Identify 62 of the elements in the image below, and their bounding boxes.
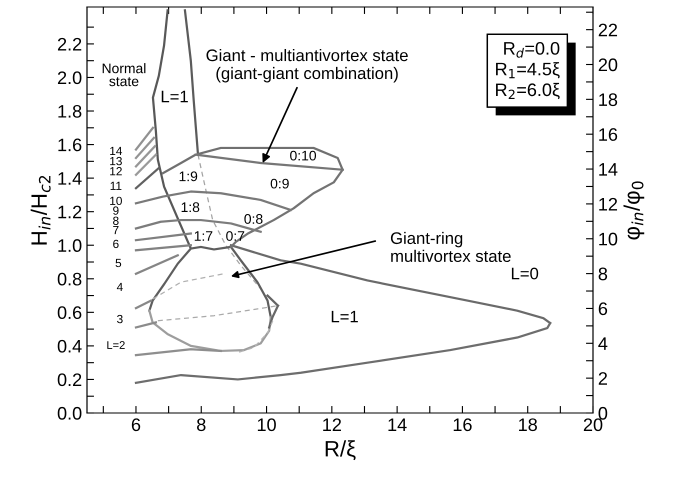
text: R$_{d}$=0.0 R$_{1}$=4.5ξ R$_{2}$=6.0ξ: [496, 42, 560, 100]
annotation: 1:7: [194, 231, 212, 241]
annotation: 1:9: [180, 171, 198, 182]
y-tick-label: 2.0: [58, 71, 82, 84]
annotation: 10: [110, 196, 122, 206]
annotation: Giant - multiantivortex state (giant-giant combination): [206, 48, 408, 82]
annotation: 7: [113, 226, 119, 234]
annotation: 6: [113, 240, 119, 248]
annotation: 1:8: [182, 202, 200, 212]
y2-tick-label: 0: [598, 406, 608, 420]
y-tick-label: 2.2: [58, 38, 82, 50]
annotation: 0:9: [270, 178, 289, 189]
annotation: 4: [116, 282, 123, 292]
y2-tick-label: 12: [599, 198, 618, 210]
x-tick-label: 16: [454, 418, 472, 432]
y-tick-label: 0.8: [58, 272, 82, 286]
y-axis-title: H$_{in}$/H$_{c2}$: [30, 176, 51, 245]
annotation: 9: [113, 206, 119, 215]
y-tick-label: 0.4: [58, 340, 82, 353]
annotation: Giant-ring multivortex state: [390, 232, 511, 262]
x-axis-title: R/ξ: [326, 440, 356, 460]
y-tick-label: 1.4: [58, 172, 82, 185]
y-tick-label: 0.2: [58, 373, 82, 386]
annotation: 14: [110, 146, 122, 155]
annotation: L=1: [162, 90, 188, 102]
y2-tick-label: 4: [598, 337, 608, 350]
annotation: 12: [110, 167, 122, 176]
y-tick-label: 0.0: [58, 406, 82, 420]
x-tick-label: 8: [197, 418, 206, 432]
annotation: 11: [110, 182, 122, 190]
annotation: 3: [117, 314, 123, 324]
y2-tick-label: 14: [599, 163, 618, 176]
x-tick-label: 20: [584, 418, 602, 432]
y-tick-label: 0.6: [58, 306, 82, 320]
y-tick-label: 1.6: [58, 138, 82, 152]
annotation: L=0: [512, 268, 538, 280]
annotation: 0:10: [290, 150, 316, 161]
x-tick-label: 10: [258, 418, 276, 432]
annotation: 13: [110, 156, 122, 166]
y2-tick-label: 10: [599, 232, 618, 246]
y2-tick-label: 2: [598, 372, 607, 385]
y2-tick-label: 18: [599, 93, 618, 106]
annotation: L=1: [332, 310, 358, 322]
x-tick-label: 6: [132, 418, 140, 432]
annotation: L=2: [107, 341, 125, 349]
annotation: 8: [113, 216, 119, 225]
annotation: Normal state: [102, 63, 146, 86]
y-tick-label: 1.0: [58, 239, 82, 252]
y2-tick-label: 8: [598, 268, 608, 280]
y2-tick-label: 16: [599, 128, 618, 141]
x-tick-label: 14: [388, 418, 407, 431]
annotation: 0:8: [244, 214, 263, 224]
y2-tick-label: 6: [598, 302, 608, 316]
annotation: 5: [116, 258, 122, 268]
annotation: 0:7: [226, 231, 244, 241]
x-tick-label: 12: [323, 418, 341, 431]
y2-tick-label: 22: [598, 24, 618, 36]
y2-tick-label: 20: [598, 58, 618, 72]
x-tick-label: 18: [519, 418, 537, 432]
y-tick-label: 1.2: [58, 206, 82, 218]
y-tick-label: 1.8: [58, 104, 82, 118]
y2-axis-title: φ$_{in}$/φ$_{0}$: [624, 181, 644, 240]
